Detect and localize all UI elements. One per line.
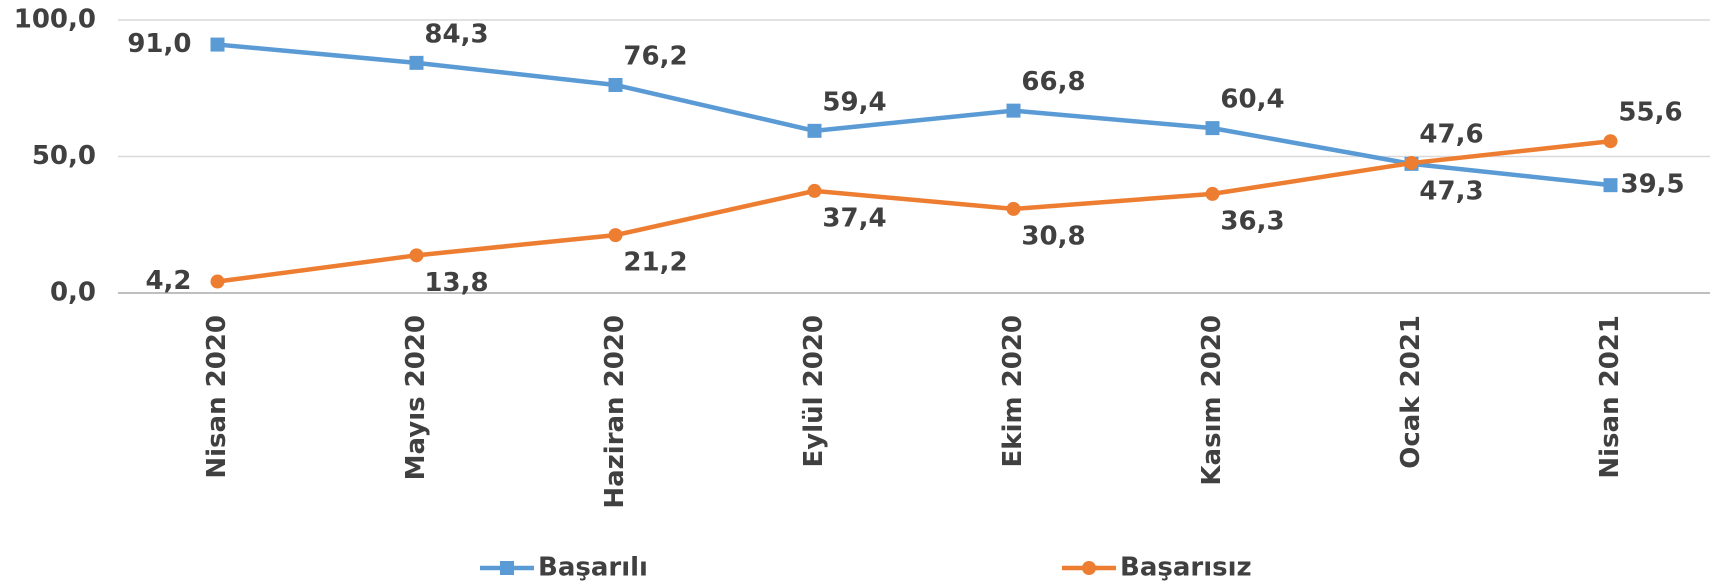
data-label: 36,3 [1220,206,1284,236]
data-label: 66,8 [1021,67,1085,97]
data-label: 55,6 [1618,98,1682,128]
legend-marker [1082,561,1096,575]
data-label: 21,2 [623,248,687,278]
data-label: 47,3 [1419,176,1483,206]
x-tick-label: Nisan 2021 [1595,315,1625,479]
x-tick-label: Mayıs 2020 [401,315,431,480]
line [217,138,1611,284]
y-tick-label: 0,0 [50,278,96,308]
legend-marker [500,561,514,575]
marker [1603,178,1618,193]
data-label: 37,4 [822,203,886,233]
marker [1205,121,1220,136]
marker [409,55,424,70]
y-tick-label: 50,0 [32,141,96,171]
data-label: 4,2 [145,266,191,296]
marker [1603,134,1618,149]
marker [1006,103,1021,118]
y-tick-label: 100,0 [14,5,96,35]
marker [210,37,225,52]
marker [608,77,623,92]
marker [210,274,225,289]
marker [608,228,623,243]
legend-label: Başarılı [538,553,648,583]
x-tick-label: Kasım 2020 [1197,315,1227,486]
marker [807,123,822,138]
data-label: 91,0 [127,29,191,59]
marker [1404,156,1419,171]
marker [1006,201,1021,216]
x-tick-label: Ocak 2021 [1396,315,1426,469]
x-tick-label: Nisan 2020 [202,315,232,479]
data-label: 76,2 [623,41,687,71]
data-label: 84,3 [424,19,488,49]
line [217,42,1611,188]
data-label: 39,5 [1621,170,1685,200]
x-tick-label: Eylül 2020 [799,315,829,467]
legend-label: Başarısız [1120,553,1252,583]
marker [1205,186,1220,201]
data-label: 60,4 [1220,85,1284,115]
marker [409,248,424,263]
data-label: 59,4 [822,87,886,117]
data-label: 30,8 [1021,221,1085,251]
marker [807,183,822,198]
x-tick-label: Haziran 2020 [600,315,630,509]
data-label: 13,8 [424,268,488,298]
data-label: 47,6 [1419,120,1483,150]
x-tick-label: Ekim 2020 [998,315,1028,467]
